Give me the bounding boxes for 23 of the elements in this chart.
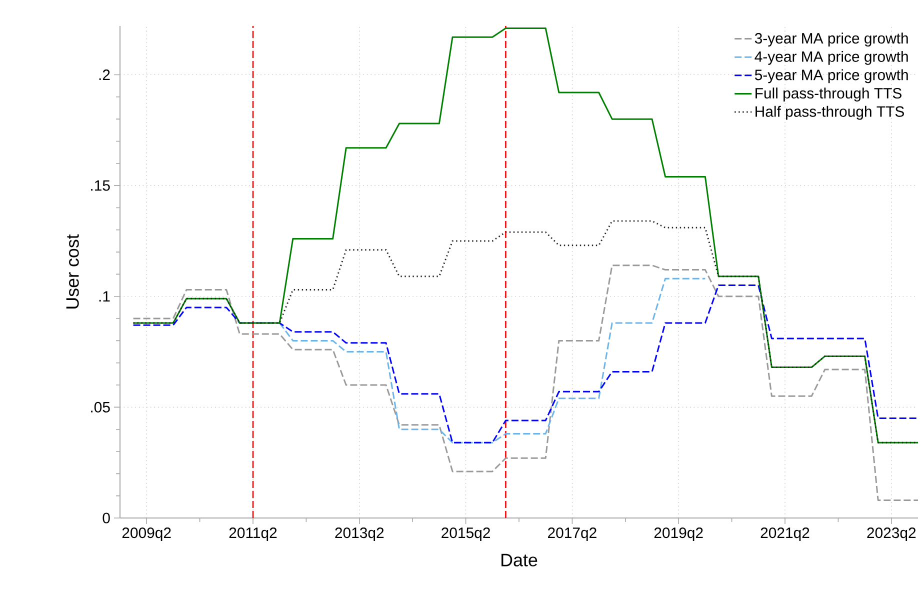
x-tick-label: 2009q2 [122,528,171,542]
x-axis-title: Date [502,554,538,566]
legend-label: Full pass-through TTS [756,88,902,102]
legend-label: 4-year MA price growth [754,50,908,65]
x-tick-label: 2019q2 [654,528,703,542]
legend-label: 3-year MA price growth [754,32,908,47]
x-tick-label: 2011q2 [229,528,277,542]
y-tick-label: .05 [91,402,110,412]
line-series [132,27,918,444]
line-series [278,278,706,444]
legend-label: Half pass-through TTS [756,106,904,120]
x-tick-label: 2013q2 [335,528,384,542]
line-series [132,264,918,502]
x-tick-label: 2023q2 [867,528,916,542]
y-tick-label: .15 [91,180,110,191]
y-tick-label: 0 [102,512,110,524]
x-tick-label: 2017q2 [548,528,596,542]
x-tick-label: 2015q2 [442,528,490,542]
y-tick-label: .1 [99,291,110,302]
y-axis-title: User cost [66,234,79,308]
x-tick-label: 2021q2 [760,528,810,542]
legend-label: 5-year MA price growth [754,69,908,84]
y-tick-label: .2 [99,70,110,80]
